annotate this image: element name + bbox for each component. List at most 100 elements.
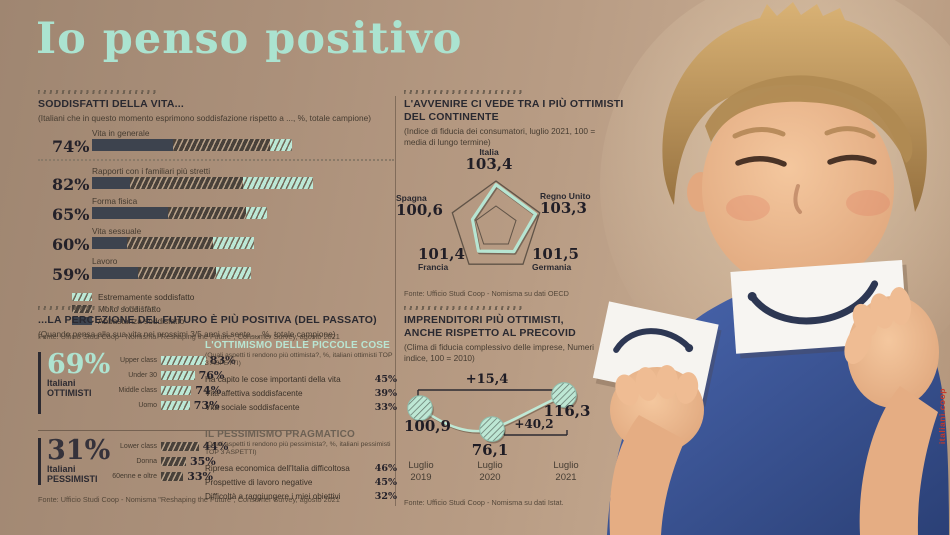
aspect-item: Ha capito le cose importanti della vita	[205, 374, 341, 384]
radar-title: L'AVVENIRE CI VEDE TRA I PIÙ OTTIMISTI D…	[404, 98, 624, 124]
aspect-value: 32%	[374, 490, 397, 502]
satisfaction-row: 74% Vita in generale	[38, 129, 394, 156]
business-line-chart: +15,4 +40,2 100,9 76,1 116,3 Luglio 2019 Luglio…	[404, 372, 591, 483]
smile-drawing	[748, 280, 879, 325]
radar-label-francia: 101,4 Francia	[418, 245, 465, 273]
data-point	[479, 416, 505, 442]
dashes-decoration	[404, 306, 522, 310]
aspect-item: Vita sociale soddisfacente	[205, 402, 300, 412]
boy-eyebrow-left	[732, 127, 786, 139]
pessimism-aspects: IL PESSIMISMO PRAGMATICO (Quali aspetti …	[205, 429, 397, 502]
pessimists-demographic-bars: Lower class 44% Donna 35% 60enne e oltre 33%	[109, 438, 228, 485]
boy-fringe	[705, 75, 913, 163]
stacked-bar	[92, 237, 394, 250]
boy-eyebrow-right	[824, 126, 876, 139]
aspect-value: 46%	[374, 462, 397, 474]
demographic-bar	[161, 457, 186, 466]
bar-category-label: Vita in generale	[92, 128, 150, 139]
bar-segment	[245, 207, 268, 220]
point-value-label: 76,1	[472, 441, 509, 459]
satisfaction-row: 65% Forma fisica	[38, 197, 394, 224]
boy-left-forearm	[609, 415, 685, 535]
aspect-row: Ha capito le cose importanti della vita 4…	[205, 374, 397, 385]
demographic-row: Donna 35%	[109, 455, 228, 468]
future-title: ...LA PERCEZIONE DEL FUTURO È PIÙ POSITI…	[38, 314, 377, 326]
bar-segment	[92, 177, 130, 190]
frown-drawing	[613, 328, 692, 353]
boy-eye-left	[735, 156, 787, 167]
demographic-row: Under 30 76%	[109, 369, 236, 382]
groups-divider	[38, 430, 296, 431]
optimism-aspects-list: Ha capito le cose importanti della vita 4…	[205, 374, 397, 413]
optimism-aspects-subtitle: (Quali aspetti ti rendono più ottimista?…	[205, 352, 393, 368]
stacked-bar	[92, 207, 394, 220]
bar-area: Vita sessuale	[92, 227, 394, 254]
left-finger-2	[635, 367, 659, 401]
radar-source: Fonte: Ufficio Studi Coop - Nomisma su d…	[404, 289, 569, 298]
radar-inner-ring	[475, 205, 517, 245]
business-title: IMPRENDITORI PIÙ OTTIMISTI, ANCHE RISPET…	[404, 314, 576, 340]
pessimists-group: 31% Italiani PESSIMISTI Lower class 44% Do…	[38, 437, 228, 485]
left-finger-3	[656, 365, 678, 399]
section-future-perception: ...LA PERCEZIONE DEL FUTURO È PIÙ POSITI…	[38, 306, 398, 506]
pessimists-label-2: PESSIMISTI	[47, 474, 98, 484]
pessimists-summary: 31% Italiani PESSIMISTI	[38, 437, 110, 485]
aspect-item: Vita affettiva soddisfacente	[205, 388, 303, 398]
radar-subtitle: (Indice di fiducia dei consumatori, lugl…	[404, 126, 596, 147]
satisfaction-source: Fonte: Ufficio Studi Coop - Nomisma "Res…	[38, 332, 340, 342]
bar-segment	[137, 267, 217, 280]
right-finger-3	[888, 287, 912, 325]
demographic-bar	[161, 371, 195, 380]
data-point	[407, 395, 433, 421]
aspect-item: Ripresa economica dell'Italia difficolto…	[205, 463, 350, 473]
satisfaction-row: 82% Rapporti con i familiari più stretti	[38, 167, 394, 194]
radar-chart	[451, 180, 541, 265]
left-finger-1	[615, 374, 639, 406]
boy-hair	[662, 2, 927, 212]
demographic-value: 76%	[198, 369, 225, 382]
pessimists-label-1: Italiani	[47, 464, 76, 474]
point-value-label: 116,3	[544, 402, 591, 420]
boy-right-forearm	[859, 386, 938, 535]
bar-area: Forma fisica	[92, 197, 394, 224]
optimists-group: 69% Italiani OTTIMISTI Upper class 83% Und…	[38, 351, 236, 414]
boy-cheek-right	[846, 190, 890, 216]
bar-total-value: 65%	[52, 205, 90, 225]
demographic-label: Upper class	[120, 357, 157, 364]
demographic-row: Lower class 44%	[109, 440, 228, 453]
x-axis-label: Luglio 2021	[553, 460, 578, 483]
boy-eye-right	[827, 154, 877, 165]
frown-drawing-dot	[685, 344, 694, 353]
bar-total-value: 59%	[52, 265, 90, 285]
satisfaction-title: SODDISFATTI DELLA VITA...	[38, 98, 184, 110]
bar-category-label: Vita sessuale	[92, 226, 142, 237]
pessimism-aspects-title: IL PESSIMISMO PRAGMATICO	[205, 429, 355, 440]
stacked-bar	[92, 177, 394, 190]
bar-category-label: Lavoro	[92, 256, 118, 267]
dashes-decoration	[38, 90, 156, 94]
radar-label-regno-unito: Regno Unito 103,3	[540, 191, 591, 217]
aspect-row: Ripresa economica dell'Italia difficolto…	[205, 463, 397, 474]
demographic-bar	[161, 472, 184, 481]
radar-data-polygon	[470, 183, 538, 254]
aspect-value: 45%	[374, 373, 397, 385]
demographic-label: 60enne e oltre	[112, 473, 157, 480]
bar-total-value: 60%	[52, 235, 90, 255]
demographic-row: Uomo 73%	[109, 399, 236, 412]
optimism-aspects-title: L'OTTIMISMO DELLE PICCOLE COSE	[205, 340, 391, 351]
aspect-value: 45%	[374, 476, 397, 488]
demographic-value: 73%	[193, 399, 220, 412]
demographic-label: Under 30	[128, 372, 157, 379]
page-title: Io penso positivo	[36, 14, 463, 64]
satisfaction-subtitle: (Italiani che in questo momento esprimon…	[38, 113, 371, 124]
bar-segment	[173, 139, 271, 152]
demographic-value: 74%	[195, 384, 222, 397]
satisfaction-row: 59% Lavoro	[38, 257, 394, 284]
demographic-row: Upper class 83%	[109, 354, 236, 367]
pessimism-aspects-subtitle: (Quali aspetti ti rendono più pessimista…	[205, 441, 391, 457]
optimists-summary: 69% Italiani OTTIMISTI	[38, 351, 110, 414]
aspect-value: 33%	[374, 401, 397, 413]
satisfaction-row: 60% Vita sessuale	[38, 227, 394, 254]
demographic-value: 35%	[190, 455, 216, 468]
